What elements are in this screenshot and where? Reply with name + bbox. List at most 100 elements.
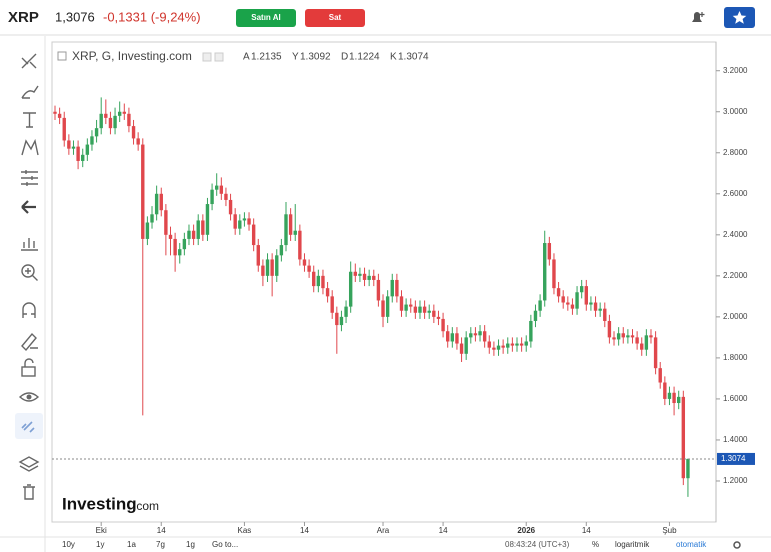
legend-button[interactable] xyxy=(214,52,224,62)
range-button[interactable]: 1a xyxy=(127,540,136,549)
candle-body xyxy=(506,343,510,348)
candle-body xyxy=(372,275,376,280)
ohlc-value: 1.3074 xyxy=(398,52,429,63)
y-tick-label: 2.8000 xyxy=(723,148,748,157)
candle-body xyxy=(478,331,482,336)
candle-body xyxy=(224,193,228,200)
candle-body xyxy=(312,271,316,287)
magnet-tool[interactable] xyxy=(22,302,36,318)
candle-body xyxy=(81,154,85,161)
candle-body xyxy=(85,144,90,155)
sell-button[interactable] xyxy=(305,9,365,27)
candle-body xyxy=(362,273,367,280)
candle-body xyxy=(275,255,279,276)
candle-body xyxy=(53,111,57,114)
drawing-toolbar xyxy=(15,53,43,500)
candle-body xyxy=(145,222,150,239)
zoom-tool[interactable] xyxy=(21,264,38,281)
x-tick-label: Kas xyxy=(238,526,252,535)
candle-body xyxy=(136,138,140,145)
pattern-tool[interactable] xyxy=(21,138,39,156)
goto-date[interactable]: Go to... xyxy=(212,540,238,549)
settings-button[interactable] xyxy=(733,541,741,549)
candle-body xyxy=(515,343,519,346)
back-tool[interactable] xyxy=(21,200,36,214)
layers-tool[interactable] xyxy=(18,456,40,472)
candle-body xyxy=(284,214,288,246)
candle-body xyxy=(279,245,284,256)
candle-body xyxy=(404,304,408,311)
delete-tool[interactable] xyxy=(23,484,35,500)
candle-body xyxy=(164,210,168,235)
visibility-tool[interactable] xyxy=(18,392,40,402)
candle-body xyxy=(616,333,621,340)
candle-body xyxy=(584,286,588,305)
trend-tool[interactable] xyxy=(21,53,37,69)
candle-body xyxy=(127,113,131,127)
candle-body xyxy=(469,333,473,338)
candle-body xyxy=(450,333,455,342)
link-tool[interactable] xyxy=(21,421,35,433)
candle-body xyxy=(496,345,501,350)
candle-body xyxy=(427,310,431,313)
candle-body xyxy=(90,136,94,145)
candle-body xyxy=(561,296,565,303)
candle-body xyxy=(131,126,136,139)
alert-button[interactable] xyxy=(692,12,705,24)
lock-tool[interactable] xyxy=(21,358,36,377)
candle-body xyxy=(265,259,270,276)
candle-body xyxy=(603,308,607,321)
candle-body xyxy=(113,115,117,129)
buy-label[interactable]: Satın Al xyxy=(251,13,280,22)
candle-body xyxy=(436,316,441,319)
candle-body xyxy=(191,230,196,239)
x-tick-label: 14 xyxy=(582,526,591,535)
buy-button[interactable] xyxy=(236,9,296,27)
candle-body xyxy=(598,308,602,311)
auto-toggle[interactable]: otomatik xyxy=(676,540,707,549)
candle-body xyxy=(168,234,173,239)
candle-body xyxy=(219,185,224,194)
candle-body xyxy=(552,259,556,289)
candle-body xyxy=(307,265,311,272)
range-button[interactable]: 7g xyxy=(156,540,165,549)
y-tick-label: 2.0000 xyxy=(723,312,748,321)
candle-body xyxy=(432,310,436,317)
candle-body xyxy=(99,113,103,129)
y-tick-label: 2.4000 xyxy=(723,230,748,239)
fib-tool[interactable] xyxy=(21,170,38,186)
range-button[interactable]: 10y xyxy=(62,540,75,549)
candle-body xyxy=(482,331,487,342)
candle-body xyxy=(62,117,66,141)
percent-toggle[interactable]: % xyxy=(592,540,599,549)
candle-body xyxy=(344,306,348,317)
candle-body xyxy=(154,193,159,215)
x-tick-label: Şub xyxy=(662,526,677,535)
legend-button[interactable] xyxy=(202,52,212,62)
candle-body xyxy=(640,343,644,350)
candle-body xyxy=(446,331,450,342)
plot-area xyxy=(51,41,717,523)
range-button[interactable]: 1y xyxy=(96,540,104,549)
candle-body xyxy=(649,335,653,338)
candle-body xyxy=(270,259,274,276)
range-button[interactable]: 1g xyxy=(186,540,195,549)
candle-body xyxy=(566,302,570,305)
log-toggle[interactable]: logaritmik xyxy=(615,540,650,549)
y-tick-label: 1.8000 xyxy=(723,353,748,362)
candle-body xyxy=(233,214,237,229)
price: 1,3076 xyxy=(55,9,95,24)
candle-body xyxy=(409,304,413,307)
legend-toggle[interactable] xyxy=(57,51,67,61)
brush-tool[interactable] xyxy=(21,85,39,99)
pencil-lock-tool[interactable] xyxy=(21,332,38,352)
sell-label[interactable]: Sat xyxy=(329,13,342,22)
ohlc-value: 1.3092 xyxy=(300,52,331,63)
candle-body xyxy=(667,392,672,399)
candle-body xyxy=(196,220,200,239)
measure-tool[interactable] xyxy=(21,238,38,251)
candle-body xyxy=(672,392,676,404)
text-tool[interactable] xyxy=(23,112,36,128)
x-tick-label: Eki xyxy=(96,526,107,535)
candle-body xyxy=(589,302,593,305)
